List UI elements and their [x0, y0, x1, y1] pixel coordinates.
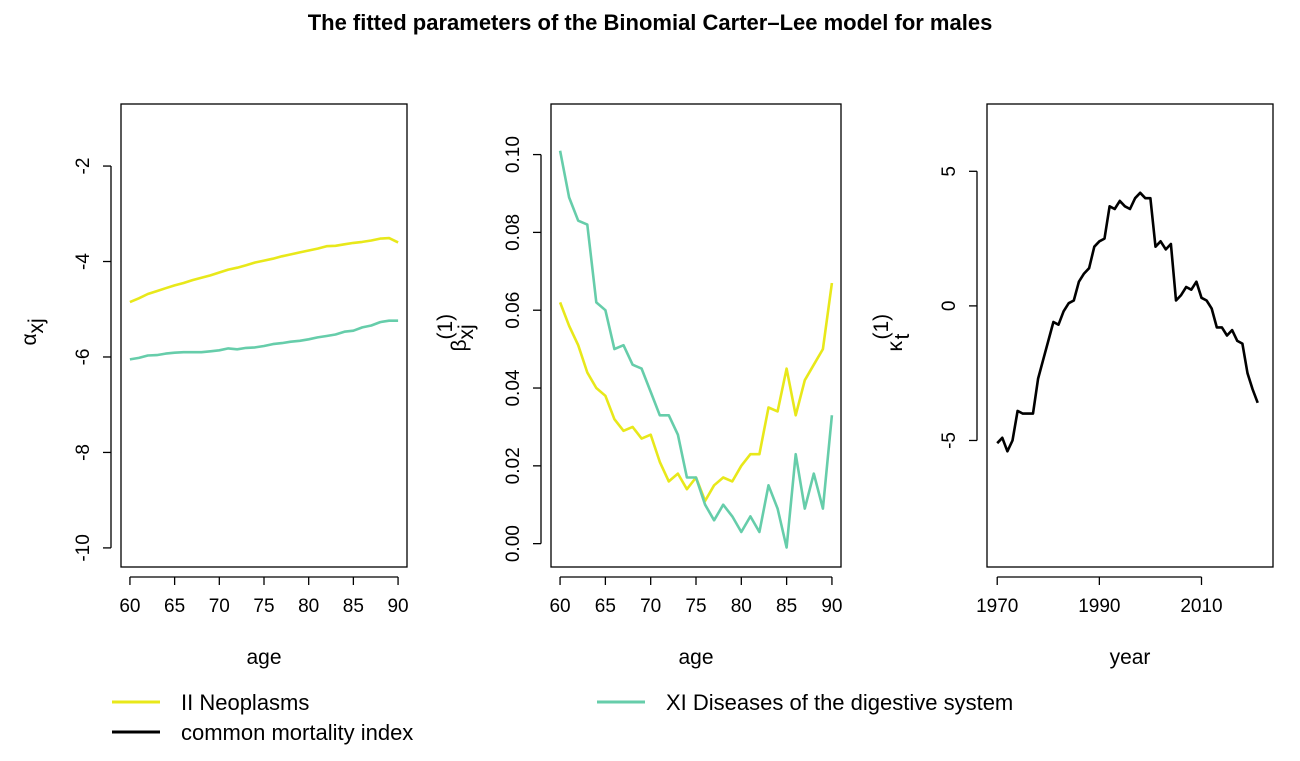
y-tick-label: 0: [939, 301, 960, 312]
y-axis-label: αxj: [18, 318, 48, 345]
panel-2: 60 65 70 75 80 85 90 0.00 0.02 0.04 0.06 0.08 0.10 ag…: [434, 103, 843, 669]
y-label-subscript: xj: [455, 324, 478, 339]
y-tick-label: -5: [939, 432, 960, 449]
y-tick-label: 0.10: [503, 136, 524, 173]
x-tick-label: 90: [821, 596, 842, 617]
x-tick-label: 90: [387, 596, 408, 617]
y-tick-label: 0.00: [503, 525, 524, 562]
panel-3: 1970 1990 2010 -5 0 5 year κt(1): [870, 103, 1274, 669]
legend-item: XI Diseases of the digestive system: [597, 690, 1013, 715]
y-tick-label: -10: [73, 534, 94, 561]
x-tick-label: 65: [595, 596, 616, 617]
series-line-2: [129, 319, 399, 361]
plot-frame: [120, 103, 408, 568]
y-tick-label: -2: [73, 158, 94, 175]
y-tick-label: 0.08: [503, 214, 524, 251]
x-tick-label: 1970: [976, 596, 1018, 617]
y-tick-label: -8: [73, 444, 94, 461]
y-label-symbol: α: [18, 333, 41, 345]
plot-frame: [550, 103, 842, 568]
series-line-1: [558, 282, 834, 503]
y-label-superscript: (1): [434, 314, 457, 340]
x-tick-label: 70: [640, 596, 661, 617]
y-tick-label: 0.04: [503, 369, 524, 406]
y-tick-label: 5: [939, 166, 960, 177]
y-label-subscript: t: [891, 334, 914, 340]
chart-title: The fitted parameters of the Binomial Ca…: [308, 10, 993, 35]
legend-item: common mortality index: [112, 720, 413, 745]
x-axis-label: year: [1110, 646, 1151, 669]
x-tick-label: 60: [549, 596, 570, 617]
series-line-1: [129, 236, 399, 304]
series-line-2: [558, 150, 834, 549]
x-tick-label: 85: [776, 596, 797, 617]
legend-item: II Neoplasms: [112, 690, 309, 715]
x-tick-label: 60: [119, 596, 140, 617]
legend-label: common mortality index: [181, 720, 413, 745]
x-tick-label: 75: [253, 596, 274, 617]
y-label-superscript: (1): [870, 314, 893, 340]
x-tick-label: 75: [685, 596, 706, 617]
y-label-symbol: κ: [884, 341, 907, 352]
x-axis-label: age: [678, 646, 713, 669]
legend-label: XI Diseases of the digestive system: [666, 690, 1013, 715]
x-tick-label: 80: [731, 596, 752, 617]
x-tick-label: 85: [343, 596, 364, 617]
legend: II Neoplasms common mortality index XI Dis…: [112, 690, 1013, 745]
plot-frame: [986, 103, 1274, 568]
x-tick-label: 80: [298, 596, 319, 617]
x-tick-label: 1990: [1078, 596, 1120, 617]
x-axis-label: age: [246, 646, 281, 669]
y-label-symbol: β: [448, 339, 471, 351]
legend-label: II Neoplasms: [181, 690, 309, 715]
y-tick-label: -4: [73, 253, 94, 270]
x-tick-label: 65: [164, 596, 185, 617]
y-tick-label: 0.06: [503, 292, 524, 329]
y-tick-label: 0.02: [503, 447, 524, 484]
x-tick-label: 2010: [1180, 596, 1222, 617]
series-line-1: [996, 191, 1259, 453]
x-tick-label: 70: [209, 596, 230, 617]
y-label-subscript: xj: [25, 318, 48, 333]
y-axis-label: κt(1): [870, 314, 914, 352]
y-axis-label: βxj(1): [434, 314, 478, 352]
y-tick-label: -6: [73, 349, 94, 366]
panel-1: 60 65 70 75 80 85 90 -10 -8 -6 -4 -2 age αxj: [18, 103, 409, 669]
